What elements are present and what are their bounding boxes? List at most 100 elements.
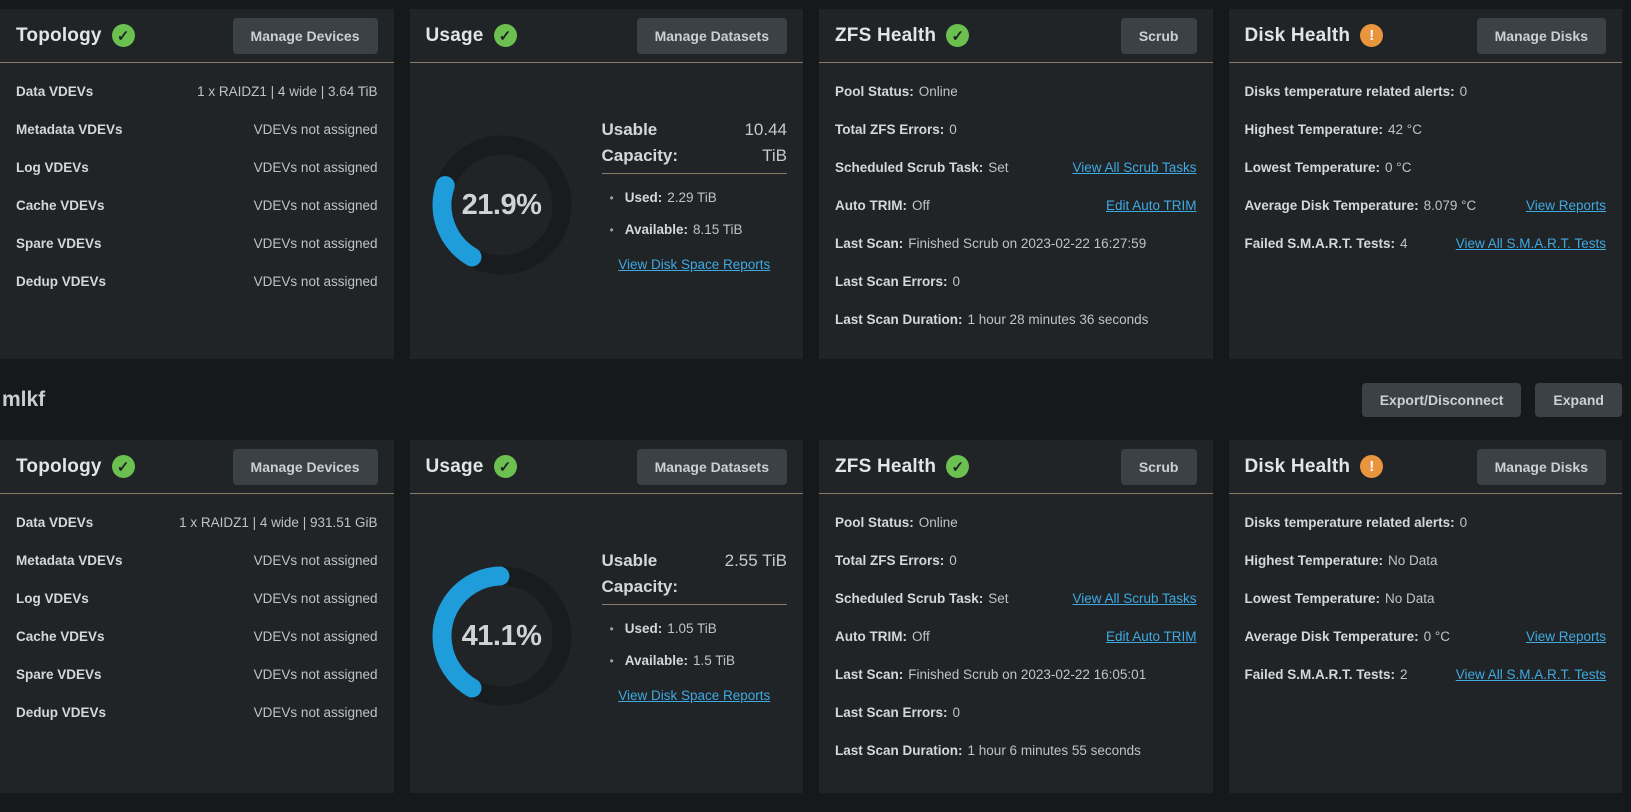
row-label: Data VDEVs <box>16 514 94 530</box>
pool-actions: Export/Disconnect Expand <box>1361 382 1622 417</box>
zfs-health-body: Pool Status: Online Total ZFS Errors: 0 Sc… <box>819 63 1213 359</box>
disk-health-row: Disks temperature related alerts: 0 <box>1244 514 1468 530</box>
zfs-health-row: Last Scan Duration: 1 hour 6 minutes 55 s… <box>835 742 1141 758</box>
gauge-arc <box>432 135 571 275</box>
row-label: Dedup VDEVs <box>16 273 107 289</box>
row-label: Spare VDEVs <box>16 235 102 251</box>
topology-row: Cache VDEVs VDEVs not assigned <box>16 617 378 655</box>
view-all-smart-tests-link[interactable]: View All S.M.A.R.T. Tests <box>1455 235 1606 251</box>
disk-health-card: Disk Health ! Manage Disks Disks tempera… <box>1228 440 1623 793</box>
manage-disks-button[interactable]: Manage Disks <box>1476 17 1606 54</box>
card-title: Disk Health <box>1244 455 1351 477</box>
card-title: Topology <box>16 24 102 46</box>
capacity-value: 10.44 TiB <box>744 120 787 165</box>
card-title: Usage <box>425 24 484 46</box>
bullet-icon: • <box>609 654 614 668</box>
row-label: Log VDEVs <box>16 159 89 175</box>
topology-row: Cache VDEVs VDEVs not assigned <box>16 186 378 224</box>
row-label: Cache VDEVs <box>16 197 105 213</box>
scrub-button[interactable]: Scrub <box>1120 448 1197 485</box>
row-label: Log VDEVs <box>16 590 89 606</box>
card-title: ZFS Health <box>835 24 937 46</box>
row-label: Cache VDEVs <box>16 628 105 644</box>
zfs-health-row: Last Scan Duration: 1 hour 28 minutes 36 … <box>835 311 1149 327</box>
view-disk-space-reports-link[interactable]: View Disk Space Reports <box>618 688 771 703</box>
available-item: • Available: 1.5 TiB <box>609 653 736 668</box>
check-circle-icon: ✓ <box>946 455 970 478</box>
topology-row: Spare VDEVs VDEVs not assigned <box>16 224 378 262</box>
bullet-icon: • <box>609 191 614 205</box>
capacity-value: 2.55 TiB <box>724 551 787 570</box>
disk-health-row: Lowest Temperature: 0 °C <box>1244 159 1412 175</box>
pool-header-mlkf: mlkf Export/Disconnect Expand <box>0 359 1631 440</box>
zfs-health-body: Pool Status: Online Total ZFS Errors: 0 Sc… <box>819 494 1213 793</box>
check-circle-icon: ✓ <box>493 455 517 478</box>
manage-devices-button[interactable]: Manage Devices <box>232 448 378 485</box>
check-circle-icon: ✓ <box>493 24 517 47</box>
view-reports-link[interactable]: View Reports <box>1525 628 1606 644</box>
zfs-health-row: Last Scan Errors: 0 <box>835 273 961 289</box>
manage-devices-button[interactable]: Manage Devices <box>232 17 378 54</box>
zfs-health-row: Scheduled Scrub Task: Set View All Scrub … <box>835 590 1197 606</box>
used-item: • Used: 2.29 TiB <box>609 190 717 205</box>
card-title: Disk Health <box>1244 24 1351 46</box>
gauge-svg <box>432 135 571 275</box>
usage-info: Usable Capacity: 2.55 TiB • Used: 1.05 T… <box>601 548 787 793</box>
topology-body: Data VDEVs 1 x RAIDZ1 | 4 wide | 3.64 Ti… <box>0 63 394 359</box>
export-disconnect-button[interactable]: Export/Disconnect <box>1361 382 1522 417</box>
row-value: VDEVs not assigned <box>253 628 378 644</box>
manage-datasets-button[interactable]: Manage Datasets <box>636 448 787 485</box>
check-circle-icon: ✓ <box>111 455 135 478</box>
row-value: 1 x RAIDZ1 | 4 wide | 3.64 TiB <box>197 83 378 99</box>
card-header: Topology ✓ Manage Devices <box>0 440 394 494</box>
usable-capacity-row: Usable Capacity: 10.44 TiB <box>601 117 787 174</box>
view-all-scrub-tasks-link[interactable]: View All Scrub Tasks <box>1072 159 1197 175</box>
topology-row: Log VDEVs VDEVs not assigned <box>16 148 378 186</box>
topology-row: Log VDEVs VDEVs not assigned <box>16 579 378 617</box>
alert-circle-icon: ! <box>1360 24 1384 47</box>
row-label: Metadata VDEVs <box>16 552 123 568</box>
manage-datasets-button[interactable]: Manage Datasets <box>636 17 787 54</box>
card-header: Disk Health ! Manage Disks <box>1228 9 1622 63</box>
usage-card: Usage ✓ Manage Datasets 21.9% Usable Cap… <box>409 9 804 359</box>
disk-health-card: Disk Health ! Manage Disks Disks tempera… <box>1228 9 1622 359</box>
view-all-smart-tests-link[interactable]: View All S.M.A.R.T. Tests <box>1455 666 1606 682</box>
topology-row: Metadata VDEVs VDEVs not assigned <box>16 541 378 579</box>
row-value: VDEVs not assigned <box>253 552 378 568</box>
topology-card: Topology ✓ Manage Devices Data VDEVs 1 x… <box>0 9 394 359</box>
disk-health-row: Lowest Temperature: No Data <box>1244 590 1435 606</box>
manage-disks-button[interactable]: Manage Disks <box>1476 448 1606 485</box>
expand-button[interactable]: Expand <box>1535 382 1622 417</box>
capacity-label: Usable Capacity: <box>601 551 679 596</box>
usage-body: 41.1% Usable Capacity: 2.55 TiB • Used: … <box>410 494 804 793</box>
card-header: Usage ✓ Manage Datasets <box>409 9 803 63</box>
zfs-health-row: Pool Status: Online <box>835 514 958 530</box>
usage-card: Usage ✓ Manage Datasets 41.1% Usable Cap… <box>409 440 804 793</box>
row-label: Spare VDEVs <box>16 666 102 682</box>
edit-auto-trim-link[interactable]: Edit Auto TRIM <box>1105 628 1197 644</box>
zfs-health-row: Pool Status: Online <box>835 83 958 99</box>
edit-auto-trim-link[interactable]: Edit Auto TRIM <box>1105 197 1197 213</box>
check-circle-icon: ✓ <box>946 24 970 47</box>
gauge-svg <box>432 566 571 706</box>
view-reports-link[interactable]: View Reports <box>1525 197 1606 213</box>
card-header: Disk Health ! Manage Disks <box>1228 440 1622 494</box>
scrub-button[interactable]: Scrub <box>1120 17 1197 54</box>
disk-health-row: Average Disk Temperature: 0 °C View Repor… <box>1244 628 1607 644</box>
capacity-label: Usable Capacity: <box>601 120 679 165</box>
used-item: • Used: 1.05 TiB <box>609 621 717 636</box>
view-disk-space-reports-link[interactable]: View Disk Space Reports <box>618 257 771 272</box>
usage-body: 21.9% Usable Capacity: 10.44 TiB • Used:… <box>410 63 804 359</box>
card-header: Usage ✓ Manage Datasets <box>409 440 803 494</box>
row-label: Dedup VDEVs <box>16 704 107 720</box>
usable-capacity-row: Usable Capacity: 2.55 TiB <box>601 548 787 605</box>
row-label: Data VDEVs <box>16 83 94 99</box>
zfs-health-row: Scheduled Scrub Task: Set View All Scrub … <box>835 159 1197 175</box>
topology-row: Data VDEVs 1 x RAIDZ1 | 4 wide | 931.51 … <box>16 503 378 541</box>
disk-health-body: Disks temperature related alerts: 0 Highe… <box>1229 494 1623 793</box>
topology-row: Dedup VDEVs VDEVs not assigned <box>16 262 378 300</box>
view-all-scrub-tasks-link[interactable]: View All Scrub Tasks <box>1072 590 1197 606</box>
row-value: 1 x RAIDZ1 | 4 wide | 931.51 GiB <box>179 514 378 530</box>
topology-row: Spare VDEVs VDEVs not assigned <box>16 655 378 693</box>
zfs-health-row: Total ZFS Errors: 0 <box>835 552 957 568</box>
